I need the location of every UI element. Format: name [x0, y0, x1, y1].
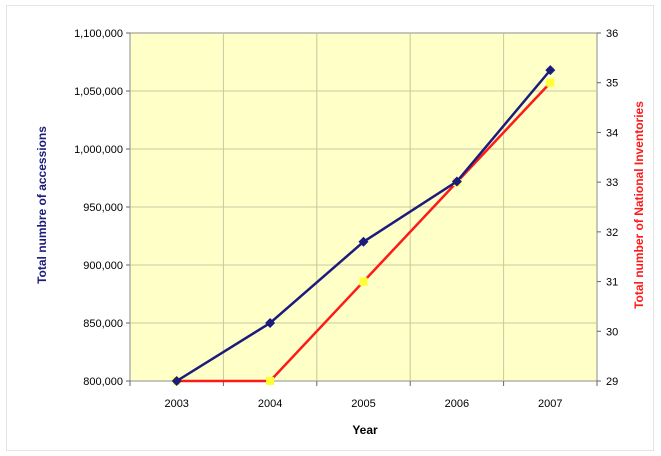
right-tick-label: 32: [606, 227, 618, 239]
right-tick-label: 33: [606, 177, 618, 189]
gridlines: [130, 33, 597, 381]
data-point: [358, 236, 369, 247]
left-tick-label: 850,000: [83, 318, 123, 330]
right-tick-label: 35: [606, 78, 618, 90]
left-tick-label: 800,000: [83, 376, 123, 388]
left-tick-label: 1,050,000: [74, 86, 123, 98]
left-tick-label: 1,100,000: [74, 28, 123, 40]
data-point: [359, 277, 368, 286]
right-tick-label: 36: [606, 28, 618, 40]
left-tick-label: 950,000: [83, 202, 123, 214]
x-axis-label: Year: [352, 423, 378, 437]
left-axis-ticks: 800,000 850,000 900,000 950,000 1,000,000 1,0…: [74, 28, 130, 388]
left-axis-label: Total numbre of accessions: [35, 126, 49, 284]
data-point: [266, 377, 275, 385]
x-tick-label: 2006: [445, 398, 469, 410]
left-tick-label: 900,000: [83, 260, 123, 272]
data-point: [265, 318, 276, 328]
left-tick-label: 1,000,000: [74, 144, 123, 156]
x-tick-label: 2004: [258, 398, 282, 410]
data-point: [545, 65, 556, 76]
x-axis-ticks: 2003 2004 2005 2006 2007: [129, 381, 598, 410]
x-tick-label: 2005: [351, 398, 375, 410]
right-tick-label: 30: [606, 326, 618, 338]
data-point: [546, 78, 555, 87]
right-tick-label: 31: [606, 277, 618, 289]
data-point: [451, 176, 462, 187]
series-accessions: [171, 65, 556, 386]
data-point: [171, 376, 182, 386]
right-axis-label: Total number of National Inventories: [632, 101, 646, 309]
right-axis-ticks: 29 30 31 32 33 34 35 36: [597, 28, 618, 388]
right-tick-label: 29: [606, 376, 618, 388]
x-tick-label: 2003: [164, 398, 188, 410]
right-tick-label: 34: [606, 127, 618, 139]
series-layer: [171, 65, 556, 386]
x-tick-label: 2007: [538, 398, 562, 410]
